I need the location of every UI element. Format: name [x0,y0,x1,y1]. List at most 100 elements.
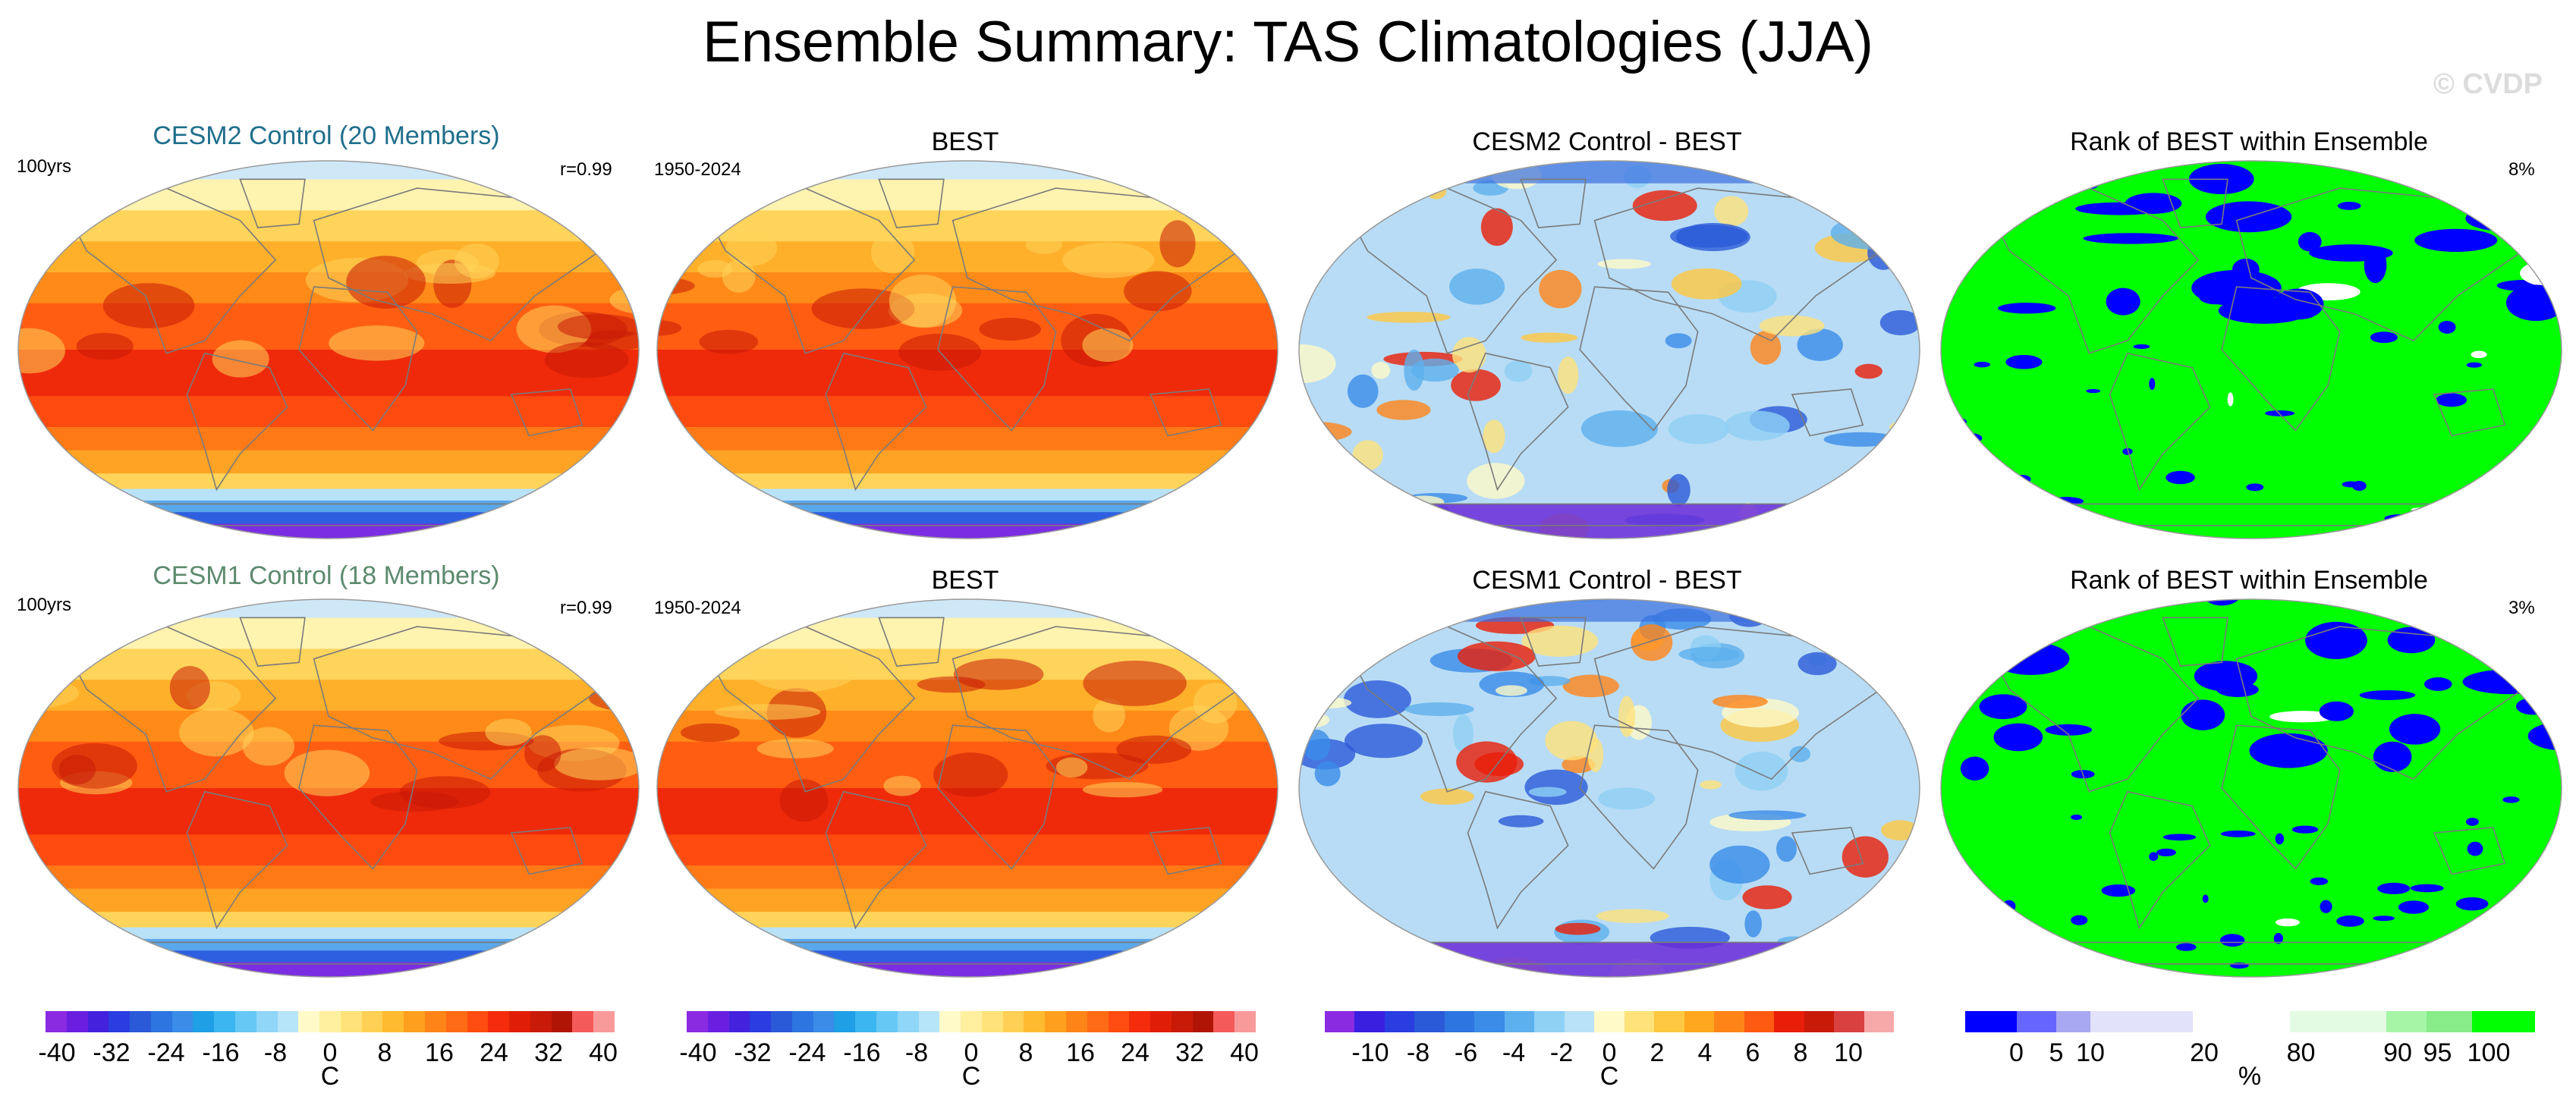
panel-left-note-r1-c0: 100yrs [17,595,72,615]
colorbar-1-segment [728,1011,750,1032]
colorbar-0-segment [361,1011,383,1032]
colorbar-2-tick-label: 6 [1745,1038,1760,1067]
continent-greenland [1520,617,1587,667]
colorbar-0-segment [298,1011,320,1032]
colorbar-0-unit: C [320,1062,340,1091]
colorbar-1-segment [981,1011,1004,1032]
colorbar-2-unit: C [1599,1062,1619,1091]
continent-australia [510,388,583,437]
map-r1-c1 [656,598,1279,978]
colorbar-1-segment [791,1011,814,1032]
figure-title: Ensemble Summary: TAS Climatologies (JJA… [703,10,1873,74]
colorbar-2-segment [1654,1011,1685,1032]
colorbar-0-segment [214,1011,236,1032]
continent-africa [298,724,418,870]
panel-title-r1-c0: CESM1 Control (18 Members) [153,561,500,590]
colorbar-1-segment [707,1011,730,1032]
colorbar-0-tick-label: 0 [322,1038,338,1067]
map-r1-c2 [1298,598,1920,978]
panel-title-r1-c2: CESM1 Control - BEST [1472,566,1742,595]
continent-northAmerica [62,626,277,793]
globe-outline [656,598,1279,978]
colorbar-1-segment [813,1011,835,1032]
continent-greenland [1520,178,1587,228]
colorbar-1-segment [1108,1011,1130,1032]
colorbar-0-tick-label: 24 [480,1038,508,1067]
colorbar-2-tick-label: -10 [1351,1038,1389,1067]
continent-africa [937,286,1057,432]
continent-europeAsia [2235,187,2524,342]
colorbar-1-tick-label: 40 [1230,1038,1259,1067]
colorbar-2-tick-label: 8 [1793,1038,1808,1067]
colorbar-3-segment [2193,1011,2290,1032]
colorbar-2-segment [1414,1011,1445,1032]
continent-africa [1579,286,1699,432]
colorbar-1-segment [1235,1011,1257,1032]
globe-outline [17,160,640,539]
panel-left-note-r0-c1: 1950-2024 [654,159,741,180]
globe-outline [1298,160,1920,539]
colorbar-2-segment [1834,1011,1865,1032]
panel-title-r1-c3: Rank of BEST within Ensemble [2070,566,2428,595]
colorbar-3-tick-label: 90 [2383,1038,2412,1067]
colorbar-1-segment [876,1011,898,1032]
colorbar-1-segment [1150,1011,1172,1032]
continent-northAmerica [62,187,277,354]
globe-outline [1940,598,2562,978]
colorbar-0-tick-label: 32 [534,1038,563,1067]
colorbar-3-tick-label: 100 [2467,1038,2511,1067]
map-r0-c1 [656,160,1279,539]
colorbar-0-tick-label: -24 [147,1038,185,1067]
colorbar-3-segment [2090,1011,2194,1032]
continent-southAmerica [2109,352,2211,492]
colorbar-1 [687,1011,1257,1032]
colorbar-2-tick-label: 2 [1650,1038,1665,1067]
colorbar-1-segment [961,1011,983,1032]
colorbar-3-tick-label: 80 [2286,1038,2316,1067]
colorbar-0-segment [340,1011,363,1032]
colorbar-0-segment [425,1011,447,1032]
colorbar-2-segment [1564,1011,1595,1032]
panel-left-note-r0-c0: 100yrs [17,156,72,177]
continent-australia [1149,388,1222,437]
colorbar-0-segment [530,1011,552,1032]
colorbar-0-segment [193,1011,215,1032]
colorbar-0-tick-label: 16 [425,1038,454,1067]
continent-europeAsia [313,626,601,780]
continent-europeAsia [951,187,1240,342]
colorbar-2-tick-label: 10 [1834,1038,1863,1067]
colorbar-2-segment [1354,1011,1386,1032]
cvdp-watermark: © CVDP [2433,68,2543,100]
panel-title-r0-c1: BEST [931,127,999,156]
continent-southAmerica [1467,352,1569,492]
continent-africa [937,724,1057,870]
colorbar-3-segment [2471,1011,2535,1032]
colorbar-0-segment [467,1011,489,1032]
colorbar-1-tick-label: 16 [1066,1038,1095,1067]
colorbar-1-tick-label: 0 [964,1038,979,1067]
colorbar-3-tick-label: 0 [2009,1038,2024,1067]
colorbar-0-segment [445,1011,468,1032]
continent-southAmerica [825,790,927,930]
colorbar-2-segment [1534,1011,1565,1032]
colorbar-1-segment [1087,1011,1109,1032]
colorbar-3-segment [2056,1011,2091,1032]
colorbar-3-segment [2289,1011,2387,1032]
colorbar-1-tick-label: 32 [1175,1038,1204,1067]
colorbar-1-segment [1213,1011,1235,1032]
globe-outline [17,598,640,978]
colorbar-1-tick-label: -40 [679,1038,717,1067]
continent-africa [298,286,418,432]
continent-greenland [878,178,945,228]
colorbar-0-segment [109,1011,131,1032]
map-r0-c2 [1298,160,1920,539]
continent-greenland [239,617,306,667]
colorbar-3-tick-label: 95 [2423,1038,2452,1067]
colorbar-0-segment [593,1011,615,1032]
colorbar-0-segment [488,1011,510,1032]
continent-europeAsia [1593,626,1882,780]
colorbar-2-segment [1714,1011,1745,1032]
colorbar-1-tick-label: -8 [904,1038,929,1067]
colorbar-0-segment [319,1011,341,1032]
continent-australia [510,827,583,875]
